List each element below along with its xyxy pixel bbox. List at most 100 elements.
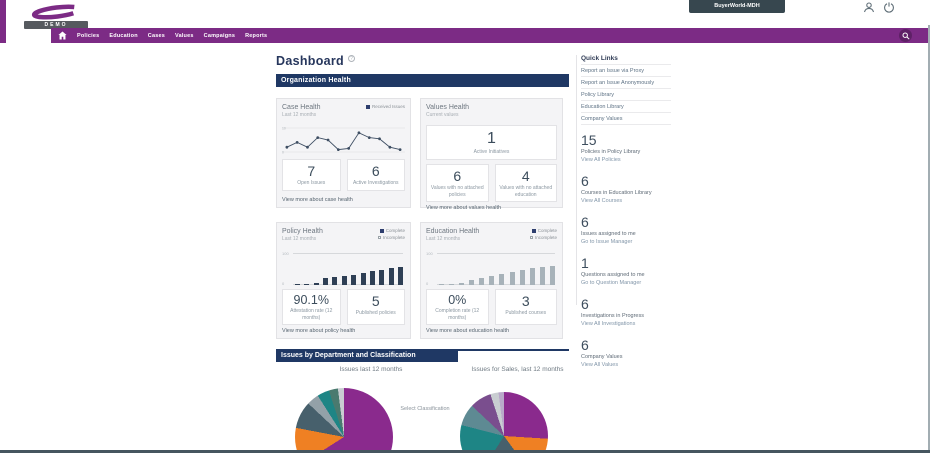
quick-link-report-proxy[interactable]: Report an Issue via Proxy	[581, 65, 671, 77]
legend-complete-swatch	[531, 228, 536, 233]
nav-item-policies[interactable]: Policies	[77, 32, 100, 39]
search-icon	[902, 32, 910, 40]
legend-incomplete-swatch	[529, 236, 533, 240]
health-cards-grid: Case Health Last 12 months Received Issu…	[276, 98, 569, 339]
bar	[549, 266, 555, 285]
education-axis-min: 0	[426, 280, 429, 286]
legend-received-issues-swatch	[365, 104, 370, 109]
brand-left-strip	[0, 0, 6, 43]
quick-link-education-library[interactable]: Education Library	[581, 101, 671, 113]
nav-item-reports[interactable]: Reports	[245, 32, 268, 39]
education-health-legend: Complete Incomplete	[529, 228, 557, 242]
values-no-education-tile: 4 Values with no attached education	[494, 164, 557, 203]
gridline	[293, 283, 403, 285]
bar	[509, 271, 515, 285]
view-all-investigations-link[interactable]: View All Investigations	[581, 321, 636, 327]
view-all-courses-link[interactable]: View All Courses	[581, 198, 623, 204]
active-investigations-tile: 6 Active Investigations	[346, 159, 405, 191]
completion-rate-tile: 0% Completion rate (12 months)	[426, 288, 489, 325]
policy-health-card: Policy Health Last 12 months Complete In…	[276, 222, 411, 339]
search-button[interactable]	[899, 29, 912, 42]
account-button[interactable]: BuyerWorld-MDH	[689, 0, 785, 13]
quick-link-report-anonymous[interactable]: Report an Issue Anonymously	[581, 77, 671, 89]
active-initiatives-label: Active Initiatives	[473, 148, 510, 155]
nav-item-cases[interactable]: Cases	[147, 32, 165, 39]
values-health-card: Values Health Current values 1 Active In…	[420, 98, 563, 212]
quick-link-company-values[interactable]: Company Values	[581, 113, 671, 125]
legend-incomplete-swatch	[377, 236, 381, 240]
education-health-link[interactable]: View more about education health	[426, 328, 510, 334]
bar	[469, 279, 475, 285]
logo-demo-badge[interactable]: DEMO	[24, 21, 88, 29]
section-header-organization-health: Organization Health	[276, 74, 569, 87]
issues-pie-title: Issues last 12 months	[339, 366, 403, 373]
published-policies-value: 5	[371, 292, 380, 309]
bar	[351, 274, 357, 285]
bar	[295, 284, 300, 285]
values-health-title: Values Health	[426, 104, 470, 111]
nav-item-campaigns[interactable]: Campaigns	[203, 32, 236, 39]
attestation-rate-label: Attestation rate (12 months)	[290, 308, 333, 321]
open-issues-value: 7	[307, 163, 316, 179]
power-icon[interactable]	[883, 2, 895, 13]
page-title: Dashboard	[276, 54, 344, 68]
quick-link-policy-library[interactable]: Policy Library	[581, 89, 671, 101]
bar	[449, 283, 455, 285]
values-health-subtitle: Current values	[426, 112, 459, 118]
bar	[397, 267, 403, 285]
quick-links-title: Quick Links	[581, 55, 618, 62]
legend-complete-swatch	[379, 228, 384, 233]
received-issues-line-chart[interactable]: 10 0	[282, 125, 405, 155]
attestation-rate-value: 90.1%	[293, 292, 329, 307]
view-all-values-link[interactable]: View All Values	[581, 362, 619, 368]
nav-item-values[interactable]: Values	[175, 32, 194, 39]
education-axis-max: 100	[426, 251, 433, 256]
issues-by-department-pie-chart[interactable]	[295, 388, 393, 453]
bar	[304, 284, 310, 285]
policy-bars	[295, 253, 403, 285]
bar	[332, 276, 338, 285]
gridline	[293, 253, 403, 254]
bar	[379, 270, 385, 285]
values-no-policies-value: 6	[453, 168, 462, 185]
right-rail: Quick Links Report an Issue via Proxy Re…	[581, 55, 671, 379]
main-content: Dashboard ? Organization Health Case Hea…	[276, 50, 569, 453]
values-no-education-value: 4	[521, 168, 530, 185]
education-health-subtitle: Last 12 months	[426, 236, 461, 242]
nav-item-education[interactable]: Education	[109, 32, 138, 39]
completion-rate-label: Completion rate (12 months)	[435, 308, 480, 321]
bar	[323, 278, 329, 285]
bar	[341, 275, 347, 285]
view-all-policies-link[interactable]: View All Policies	[581, 157, 621, 163]
stat-investigations-in-progress: 6 Investigations in Progress View All In…	[581, 297, 671, 327]
section-header-issues: Issues by Department and Classification	[276, 349, 569, 362]
top-bar: BuyerWorld-MDH	[96, 0, 930, 25]
bar	[439, 284, 444, 285]
help-icon[interactable]: ?	[348, 55, 355, 62]
attestation-rate-tile: 90.1% Attestation rate (12 months)	[282, 288, 341, 325]
user-icon[interactable]	[863, 2, 875, 13]
stat-policies-in-library: 15 Policies in Policy Library View All P…	[581, 133, 671, 163]
case-health-subtitle: Last 12 months	[282, 112, 317, 118]
policy-health-title: Policy Health	[282, 228, 323, 235]
stat-company-values: 6 Company Values View All Values	[581, 338, 671, 368]
education-completion-bar-chart[interactable]: 100 0	[426, 247, 557, 286]
issues-for-sales-pie-chart[interactable]	[460, 392, 548, 453]
education-health-card: Education Health Last 12 months Complete…	[420, 222, 563, 339]
open-issues-label: Open Issues	[297, 180, 326, 187]
go-to-question-manager-link[interactable]: Go to Question Manager	[581, 280, 642, 286]
gridline	[437, 253, 555, 254]
values-health-link[interactable]: View more about values health	[426, 205, 502, 212]
policy-attestation-bar-chart[interactable]: 100 0	[282, 247, 405, 286]
stat-issues-assigned: 6 Issues assigned to me Go to Issue Mana…	[581, 215, 671, 245]
bar	[479, 277, 485, 285]
scrollbar-track[interactable]	[928, 25, 930, 450]
policy-health-link[interactable]: View more about policy health	[282, 328, 356, 334]
case-health-title: Case Health	[282, 104, 321, 111]
bar	[489, 275, 495, 285]
home-icon[interactable]	[58, 31, 67, 40]
bar	[459, 282, 465, 285]
go-to-issue-manager-link[interactable]: Go to Issue Manager	[581, 239, 633, 245]
case-health-link[interactable]: View more about case health	[282, 197, 353, 203]
